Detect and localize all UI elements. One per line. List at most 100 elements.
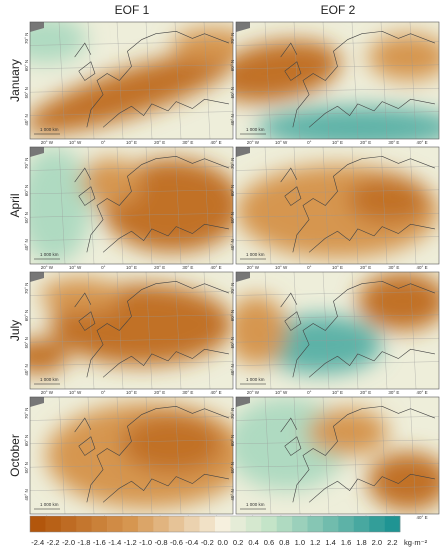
graticule [30,88,233,93]
coastline [292,406,436,503]
graticule [236,236,439,241]
graticule [264,272,272,389]
lat-label: 60° N [230,185,235,196]
lon-label: 10° E [126,140,137,145]
colorbar-tick-label: 2.0 [372,538,382,547]
graticule [145,147,153,264]
anomaly [121,414,223,474]
row-label: April [8,193,22,217]
lon-label: 10° W [275,140,288,145]
graticule [116,22,124,139]
coastline [86,406,230,503]
coastline [308,348,435,378]
lat-label: 50° N [24,337,29,348]
lon-label: 10° E [332,390,343,395]
lon-label: 30° E [388,390,399,395]
frame [29,146,234,265]
lat-label: 70° N [24,33,29,44]
lon-label: 40° E [211,265,222,270]
lon-label: 10° W [69,390,82,395]
graticule [30,213,233,218]
graticule [236,463,439,468]
map-panel: 70° N60° N50° N40° N20° W10° W0°10° E20°… [230,396,440,520]
scale-label: 1 000 km [40,252,59,257]
graticule [30,361,233,366]
lon-label: 0° [101,390,106,395]
colorbar-tick-label: -1.8 [77,538,90,547]
lon-label: 20° E [360,390,371,395]
legend-inset [30,147,44,157]
graticule [380,147,388,264]
graticule [293,397,301,514]
lon-label: 10° E [332,140,343,145]
coastline [74,417,92,433]
lat-label: 40° N [24,489,29,500]
colorbar-tick-label: 1.2 [310,538,320,547]
frame [235,271,440,390]
graticule [203,272,211,389]
graticule [58,147,66,264]
frame [235,21,440,140]
colorbar-tick-label: 1.0 [295,538,305,547]
colorbar-cell [168,516,185,532]
anomaly [307,408,389,456]
anomaly [30,147,91,264]
colorbar-tick-label: -2.4 [31,538,44,547]
graticule [87,272,95,389]
coastline [86,31,230,128]
coastline [284,311,302,331]
coastline [102,348,229,378]
lat-label: 50° N [230,462,235,473]
lon-label: 20° W [41,390,54,395]
colorbar-tick-label: -0.4 [185,538,198,547]
colorbar-tick-label: -2.0 [62,538,75,547]
scale-label: 1 000 km [40,127,59,132]
colorbar-cell [107,516,123,532]
anomaly [347,176,429,224]
anomaly [172,27,233,63]
colorbar-cell [199,516,216,532]
lon-label: 20° E [360,265,371,270]
lat-label: 60° N [24,310,29,321]
graticule [30,463,233,468]
graticule [322,397,330,514]
coastline [292,156,436,253]
scale-label: 1 000 km [246,502,265,507]
graticule [203,147,211,264]
lat-label: 40° N [230,364,235,375]
anomaly [367,451,439,511]
lat-label: 50° N [230,87,235,98]
colorbar-tick-label: -0.2 [201,538,214,547]
graticule [236,88,439,93]
coastline [78,311,96,331]
colorbar-tick-label: 0.6 [264,538,274,547]
anomaly [80,158,142,206]
field [30,22,233,139]
lat-label: 70° N [24,158,29,169]
lon-label: 40° E [417,515,428,520]
field [236,22,439,139]
colorbar-cell [292,516,308,532]
lat-label: 60° N [230,310,235,321]
scale-label: 1 000 km [246,252,265,257]
colorbar-tick-label: -1.0 [139,538,152,547]
graticule [409,272,417,389]
graticule [351,147,359,264]
colorbar-cell [338,516,355,532]
field [236,272,439,389]
scale-label: 1 000 km [40,502,59,507]
lat-label: 60° N [24,435,29,446]
graticule [145,397,153,514]
colorbar-tick-label: -1.4 [108,538,121,547]
graticule [236,213,439,218]
colorbar-cell [60,516,77,532]
column-title: EOF 1 [115,3,150,17]
graticule [264,147,272,264]
lon-label: 10° W [69,265,82,270]
lat-label: 70° N [230,33,235,44]
